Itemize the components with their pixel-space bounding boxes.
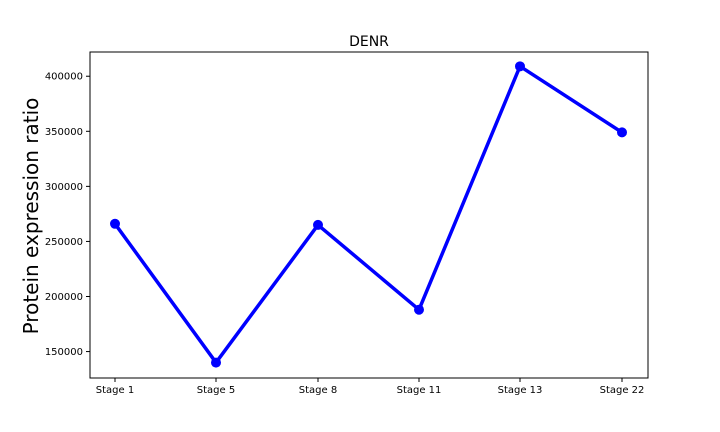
y-tick-label: 250000: [45, 237, 83, 248]
y-tick-label: 300000: [45, 182, 83, 193]
x-tick-label: Stage 5: [197, 385, 235, 396]
series-group: [110, 61, 627, 368]
data-point: [414, 304, 424, 315]
y-tick-label: 400000: [45, 72, 83, 83]
plot-area-frame: [89, 51, 649, 379]
x-tick-label: Stage 1: [96, 385, 134, 396]
data-point: [515, 61, 525, 72]
data-point: [313, 219, 323, 230]
data-point: [211, 357, 221, 368]
series-line: [113, 64, 623, 365]
y-axis: 150000 200000 250000 300000 350000 400000: [45, 72, 90, 358]
x-axis: Stage 1 Stage 5 Stage 8 Stage 11 Stage 13 Sta…: [96, 378, 645, 396]
x-tick-label: Stage 22: [600, 385, 645, 396]
data-point: [110, 218, 120, 229]
x-tick-label: Stage 11: [397, 385, 442, 396]
y-tick-label: 200000: [45, 292, 83, 303]
y-tick-label: 350000: [45, 127, 83, 138]
y-axis-label: Protein expression ratio: [19, 98, 43, 335]
x-tick-label: Stage 8: [299, 385, 337, 396]
data-point: [617, 127, 627, 138]
y-tick-label: 150000: [45, 347, 83, 358]
chart-title: DENR: [349, 34, 389, 50]
x-tick-label: Stage 13: [498, 385, 543, 396]
